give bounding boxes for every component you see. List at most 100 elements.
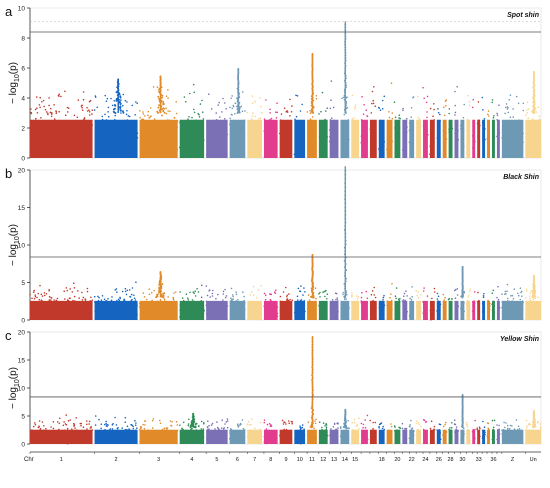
y-axis-label: − log10(p): [8, 224, 21, 266]
chr-dense-band: [139, 119, 178, 158]
chr-9-points: [279, 286, 294, 320]
chr-7-points: [246, 418, 263, 445]
panel-frame: [29, 169, 542, 321]
chr-21-points: [401, 290, 409, 320]
chr-8-points: [263, 99, 279, 158]
chr-34-points: [481, 420, 486, 444]
chr-dense-band: [30, 300, 93, 320]
chr-dense-band: [501, 300, 524, 320]
chr-4-points: [178, 83, 205, 158]
chr-dense-band: [351, 300, 360, 320]
chr-27-points: [442, 293, 447, 320]
chr-37-points: [496, 285, 501, 320]
chr-dense-band: [477, 119, 481, 158]
chr-29-points: [453, 288, 460, 320]
chr-dense-band: [460, 429, 465, 444]
chr-17-points: [369, 286, 377, 320]
chr-dense-band: [139, 429, 178, 444]
chr-32-points: [471, 98, 476, 158]
points: [30, 335, 542, 445]
chr-2-points: [93, 78, 139, 158]
chr-dense-band: [429, 119, 435, 158]
chr-22-points: [408, 286, 415, 320]
chr-3-points: [138, 418, 179, 444]
chr-dense-band: [229, 429, 246, 444]
chr-dense-band: [30, 429, 93, 444]
chr-25-points: [429, 103, 436, 158]
panel-letter: b: [5, 166, 12, 181]
chr-dense-band: [477, 429, 481, 444]
chr-dense-band: [279, 119, 293, 158]
panel-b: 0 5 10 15 20 b Black Shin − log10(p): [5, 166, 542, 325]
chr-5-points: [206, 418, 229, 444]
chr-dense-band: [351, 429, 360, 444]
chr-12-points: [318, 289, 329, 320]
chr-36-points: [491, 99, 496, 158]
chr-4-points: [179, 412, 205, 444]
chr-dense-band: [409, 429, 415, 444]
chr-dense-band: [94, 119, 138, 158]
x-tick-label-chr-1: 1: [60, 457, 63, 463]
chr-28-points: [447, 297, 453, 320]
x-tick-label-chr-14: 14: [342, 457, 348, 463]
x-tick-label-chr-33: 33: [476, 457, 482, 463]
y-axis-label: − log10(p): [8, 62, 21, 104]
y-tick-label: 8: [21, 36, 25, 43]
chr-18-points: [378, 95, 386, 158]
y-tick-label: 6: [21, 66, 25, 73]
chr-dense-band: [318, 300, 328, 320]
chr-8-points: [263, 289, 279, 320]
y-tick-label: 10: [18, 6, 26, 13]
chr-29-points: [453, 419, 460, 444]
chr-21-points: [401, 422, 408, 444]
chr-dense-band: [454, 300, 459, 320]
chr-22-points: [408, 419, 415, 444]
chr-Z-points: [501, 283, 525, 320]
x-tick-label-chr-24: 24: [422, 457, 428, 463]
chr-dense-band: [454, 119, 459, 158]
chr-2-points: [94, 415, 138, 444]
chr-34-points: [481, 292, 486, 320]
chr-dense-band: [394, 119, 401, 158]
chr-24-points: [422, 86, 429, 158]
panel-subtitle: Black Shin: [503, 174, 539, 181]
chr-dense-band: [442, 119, 447, 158]
chr-32-points: [471, 291, 476, 320]
chr-dense-band: [263, 119, 278, 158]
chr-dense-band: [482, 119, 486, 158]
chr-Un-points: [525, 71, 542, 158]
x-tick-label-chr-5: 5: [215, 457, 218, 463]
y-tick-label: 20: [18, 168, 26, 175]
chr-23-points: [415, 289, 422, 320]
chr-Un-points: [524, 409, 542, 444]
chr-dense-band: [378, 429, 385, 444]
chr-dense-band: [179, 300, 205, 320]
chr-dense-band: [501, 429, 524, 444]
chr-dense-band: [466, 300, 471, 320]
chr-31-points: [466, 94, 471, 158]
panel-subtitle: Spot shin: [507, 12, 539, 19]
chr-dense-band: [416, 429, 422, 444]
chr-20-points: [393, 101, 402, 158]
chr-3-points: [139, 75, 179, 158]
chr-dense-band: [525, 429, 541, 444]
chr-dense-band: [423, 429, 428, 444]
chr-dense-band: [307, 429, 317, 444]
chr-14-points: [339, 408, 350, 444]
chr-4-points: [179, 284, 205, 320]
chr-dense-band: [448, 429, 453, 444]
x-tick-label-chr-9: 9: [284, 457, 287, 463]
chr-8-points: [263, 419, 278, 445]
chr-30-points: [460, 394, 465, 444]
x-tick-label-chr-11: 11: [309, 457, 315, 463]
chr-24-points: [422, 419, 428, 444]
x-tick-label-chr-Z: Z: [511, 457, 515, 463]
x-tick-label-chr-36: 36: [490, 457, 496, 463]
chr-dense-band: [525, 119, 541, 158]
chr-5-points: [206, 93, 229, 158]
chr-6-points: [228, 419, 246, 444]
chr-25-points: [429, 287, 436, 321]
chr-14-points: [340, 21, 350, 158]
x-tick-label-chr-3: 3: [157, 457, 160, 463]
chr-18-points: [378, 422, 386, 444]
